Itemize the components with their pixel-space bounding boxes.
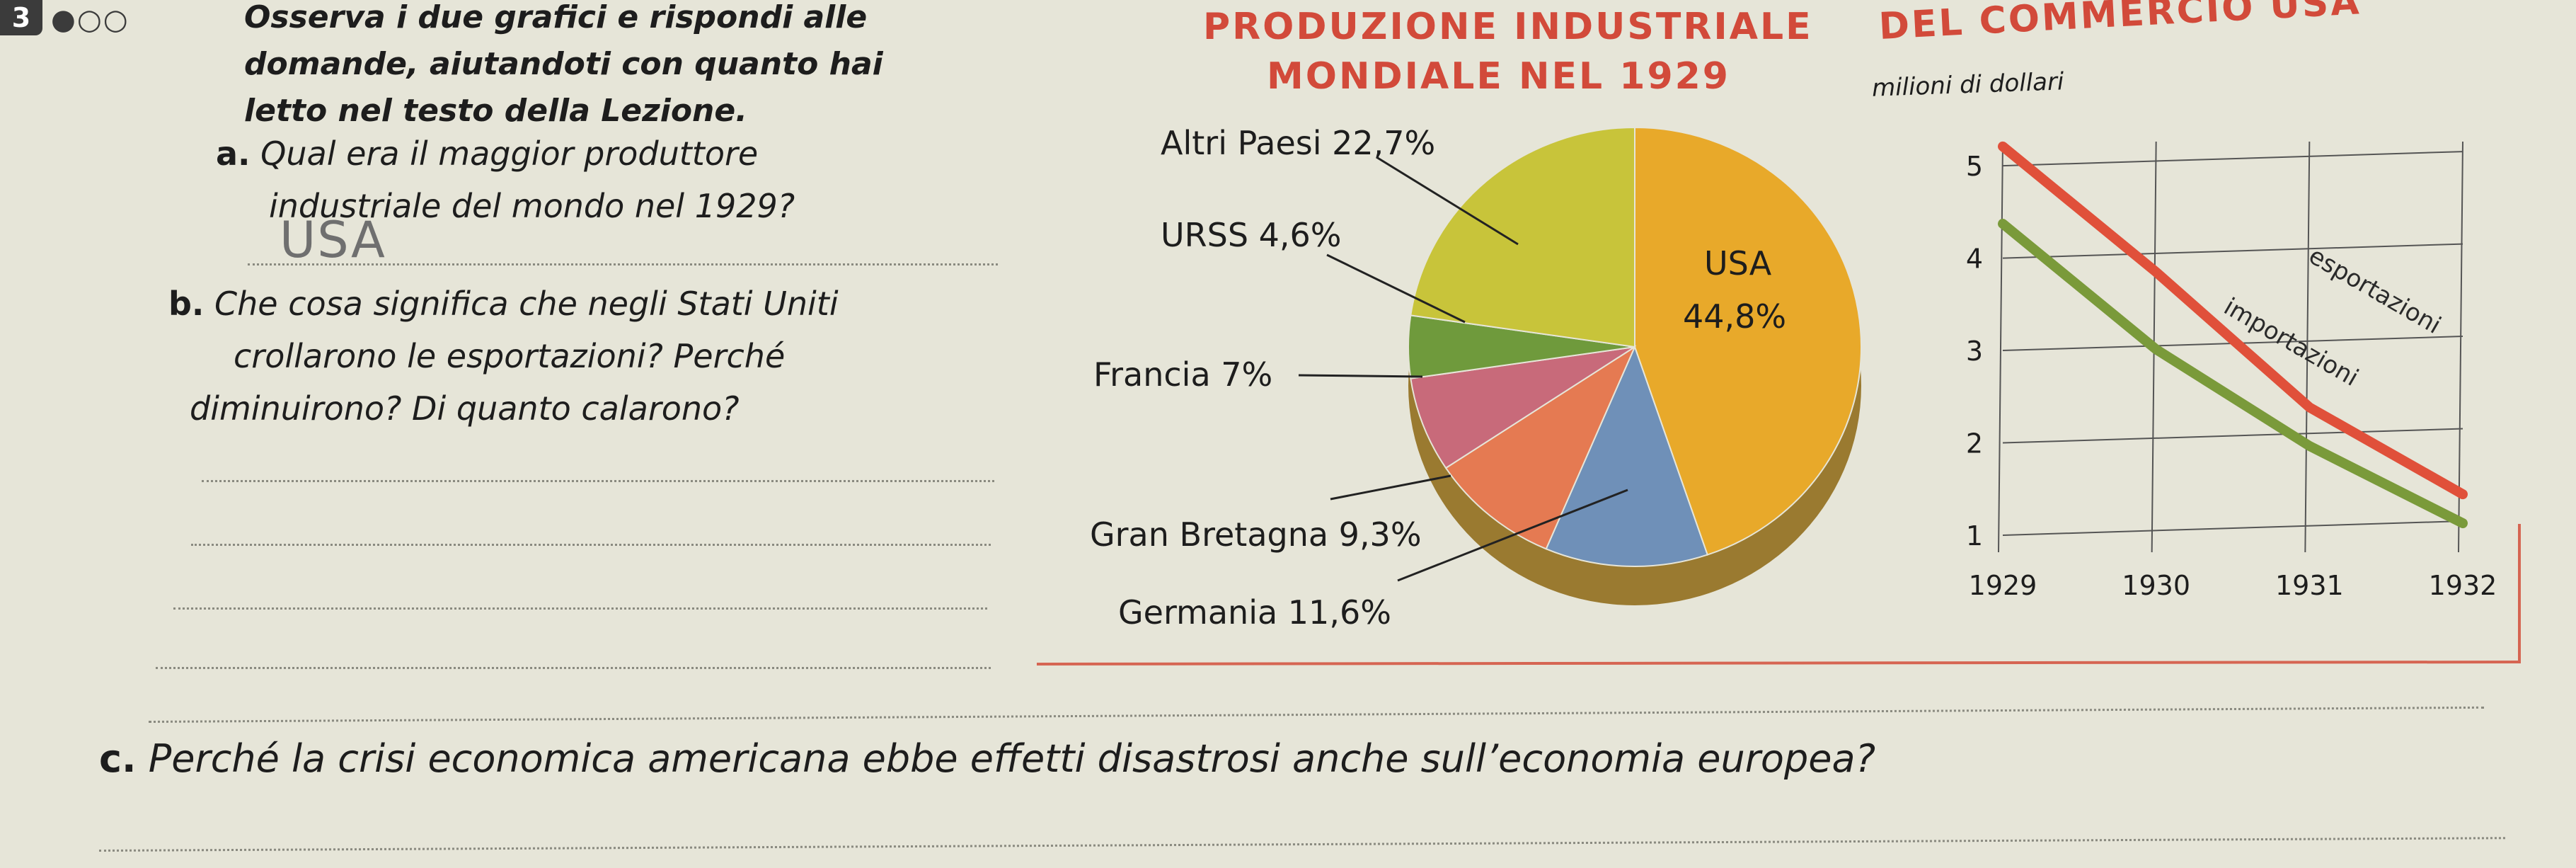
question-b-letter: b. xyxy=(168,285,205,323)
question-c-text: Perché la crisi economica americana ebbe… xyxy=(148,736,1876,781)
pie-title-line2: MONDIALE NEL 1929 xyxy=(1267,55,1730,98)
series-line-esportazioni xyxy=(1998,141,2468,500)
line-chart-gridline-x xyxy=(2304,141,2311,553)
line-chart-gridline-x xyxy=(2458,141,2463,553)
question-c: c. Perché la crisi economica americana e… xyxy=(99,736,1875,781)
pie-label-usa-value: 44,8% xyxy=(1683,297,1787,336)
intro-line: letto nel testo della Lezione. xyxy=(244,93,747,129)
pie-slice-altri-paesi xyxy=(1410,126,1635,348)
y-tick-label: 1 xyxy=(1966,520,1983,552)
intro-line: domande, aiutandoti con quanto hai xyxy=(244,46,883,82)
line-chart-gridline-x xyxy=(1998,141,2003,553)
answer-line-b4[interactable] xyxy=(156,667,991,669)
x-tick-label: 1931 xyxy=(2275,570,2344,601)
leader-francia xyxy=(1298,374,1423,378)
x-tick-label: 1930 xyxy=(2122,570,2190,601)
pie-label-gran-bretagna: Gran Bretagna 9,3% xyxy=(1090,515,1422,554)
answer-line-b2[interactable] xyxy=(191,544,991,546)
question-b: b. Che cosa significa che negli Stati Un… xyxy=(168,278,839,435)
question-b-line: crollarono le esportazioni? Perché xyxy=(234,337,786,375)
exercise-intro: Osserva i due grafici e rispondi alle do… xyxy=(244,0,883,135)
answer-line-a[interactable] xyxy=(248,263,998,265)
question-b-line: Che cosa significa che negli Stati Uniti xyxy=(214,285,839,323)
pie-slice-germania xyxy=(1545,345,1708,567)
pie-slice-francia xyxy=(1410,346,1635,469)
question-c-letter: c. xyxy=(99,736,137,781)
answer-a-handwriting: USA xyxy=(280,211,386,269)
line-chart-gridline-y xyxy=(2002,243,2463,259)
difficulty-dots: ●○○ xyxy=(51,4,130,36)
y-tick-label: 2 xyxy=(1966,428,1983,459)
series-label-export: esportazioni xyxy=(2304,241,2446,340)
question-a: a. Qual era il maggior produttore indust… xyxy=(216,127,795,232)
pie-label-germania: Germania 11,6% xyxy=(1118,593,1391,632)
y-tick-label: 5 xyxy=(1966,151,1983,182)
series-line-importazioni xyxy=(1998,219,2468,529)
intro-line: Osserva i due grafici e rispondi alle xyxy=(244,0,868,35)
leader-altri xyxy=(1376,156,1519,246)
question-a-line: Qual era il maggior produttore xyxy=(260,135,759,173)
answer-line-b3[interactable] xyxy=(173,607,987,610)
leader-urss xyxy=(1326,253,1466,324)
answer-line-b1[interactable] xyxy=(202,480,994,482)
line-chart-gridline-y xyxy=(2002,151,2463,167)
question-b-line: diminuirono? Di quanto calarono? xyxy=(190,389,740,428)
x-tick-label: 1932 xyxy=(2429,570,2497,601)
line-chart-gridline-y xyxy=(2002,428,2463,444)
question-a-line: industriale del mondo nel 1929? xyxy=(269,187,795,225)
pie-slice-usa xyxy=(1634,126,1862,556)
y-tick-label: 3 xyxy=(1966,336,1983,367)
leader-gran-bretagna xyxy=(1330,474,1451,501)
leader-germania xyxy=(1397,489,1628,582)
pie-label-usa-name: USA xyxy=(1704,244,1772,282)
line-chart-gridline-y xyxy=(2002,520,2463,536)
pie-slice-gran-bretagna xyxy=(1444,345,1637,550)
pie-label-altri: Altri Paesi 22,7% xyxy=(1161,124,1436,162)
pie-chart xyxy=(1408,126,1862,605)
x-tick-label: 1929 xyxy=(1969,570,2037,601)
y-tick-label: 4 xyxy=(1966,244,1983,275)
chart-frame-border xyxy=(1036,524,2521,666)
pie-title-line1: PRODUZIONE INDUSTRIALE xyxy=(1203,6,1813,48)
pie-label-urss: URSS 4,6% xyxy=(1161,216,1342,254)
question-a-letter: a. xyxy=(216,135,251,173)
pie-label-francia: Francia 7% xyxy=(1093,355,1273,394)
exercise-number-badge: 3 xyxy=(0,0,42,35)
